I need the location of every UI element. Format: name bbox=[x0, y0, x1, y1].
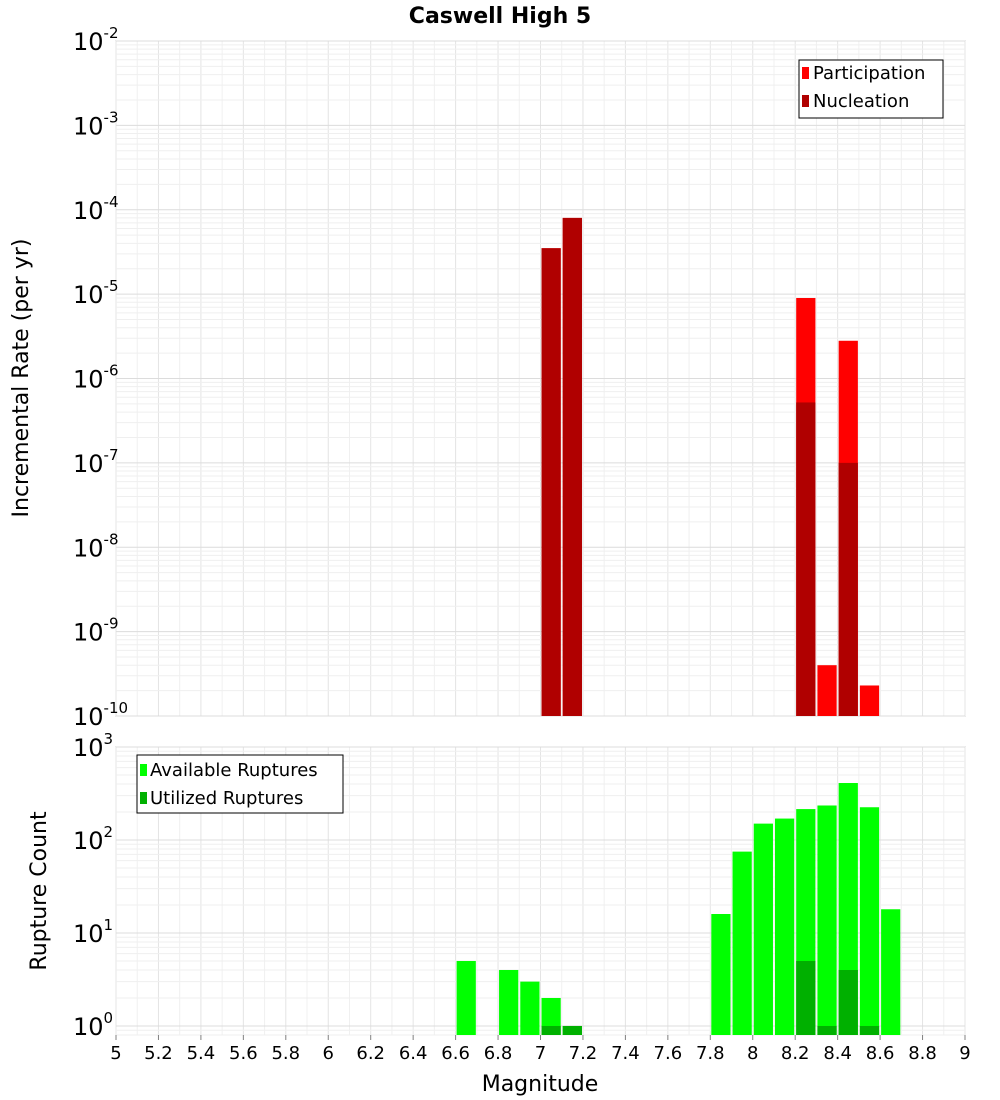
x-tick-label: 8.4 bbox=[823, 1043, 852, 1064]
x-tick-label: 9 bbox=[959, 1043, 970, 1064]
count-y-ticks: 100 101 102 103 bbox=[73, 730, 113, 1041]
rate-y-tick-label: 10-5 bbox=[73, 277, 119, 309]
x-ticks: 5 5.2 5.4 5.6 5.8 6 6.2 6.4 6.6 6.8 7 7.2 7.4 7.6 7.8 8… bbox=[110, 1035, 971, 1064]
rate-y-tick-label: 10-3 bbox=[73, 108, 119, 140]
rate-y-ticks: 10-10 10-9 10-8 10-7 10-6 10-5 10-4 10-3 10-2 bbox=[73, 24, 128, 731]
rate-legend: Participation Nucleation bbox=[798, 59, 944, 119]
rate-y-tick-label: 10-8 bbox=[73, 530, 119, 562]
rate-bar-participation bbox=[859, 685, 880, 716]
legend-swatch-available bbox=[140, 764, 147, 776]
count-bar-utilized-ruptures bbox=[838, 969, 858, 1035]
count-bar-utilized-ruptures bbox=[541, 1025, 561, 1035]
count-y-tick-label: 101 bbox=[73, 916, 113, 948]
rate-y-axis-label: Incremental Rate (per yr) bbox=[9, 239, 34, 518]
rate-bar-nucleation bbox=[838, 462, 858, 716]
count-y-tick-label: 103 bbox=[73, 730, 113, 762]
rate-grid bbox=[115, 40, 966, 717]
legend-swatch-participation bbox=[802, 67, 809, 79]
count-bar-available-ruptures bbox=[881, 909, 901, 1035]
count-y-axis-label: Rupture Count bbox=[27, 811, 52, 971]
legend-label-nucleation: Nucleation bbox=[813, 91, 909, 112]
x-tick-label: 7.6 bbox=[654, 1043, 683, 1064]
rate-bar-nucleation bbox=[562, 217, 582, 716]
legend-label-utilized: Utilized Ruptures bbox=[150, 788, 303, 809]
x-tick-label: 5.6 bbox=[229, 1043, 258, 1064]
count-bar-available-ruptures bbox=[456, 960, 476, 1035]
x-tick-label: 5.4 bbox=[187, 1043, 216, 1064]
count-bar-available-ruptures bbox=[753, 823, 773, 1035]
x-tick-label: 6.2 bbox=[356, 1043, 385, 1064]
legend-swatch-utilized bbox=[140, 792, 147, 804]
count-bar-utilized-ruptures bbox=[817, 1025, 837, 1035]
x-tick-label: 7 bbox=[535, 1043, 546, 1064]
x-tick-label: 5 bbox=[110, 1043, 121, 1064]
x-tick-label: 8.6 bbox=[866, 1043, 895, 1064]
count-bar-available-ruptures bbox=[711, 914, 731, 1035]
rate-bar-nucleation bbox=[541, 248, 561, 717]
legend-swatch-nucleation bbox=[802, 95, 809, 107]
rate-bar-nucleation bbox=[796, 402, 816, 716]
count-bar-available-ruptures bbox=[774, 818, 795, 1035]
rate-bars bbox=[541, 217, 880, 717]
x-tick-label: 7.4 bbox=[611, 1043, 640, 1064]
legend-label-available: Available Ruptures bbox=[150, 760, 318, 781]
count-bar-utilized-ruptures bbox=[796, 960, 816, 1035]
count-bar-utilized-ruptures bbox=[562, 1025, 582, 1035]
count-bars bbox=[456, 783, 901, 1035]
x-tick-label: 6 bbox=[323, 1043, 334, 1064]
rate-legend-box bbox=[798, 59, 944, 119]
count-bar-available-ruptures bbox=[732, 851, 752, 1035]
count-bar-available-ruptures bbox=[817, 805, 837, 1035]
x-tick-label: 5.2 bbox=[144, 1043, 173, 1064]
count-bar-available-ruptures bbox=[499, 969, 519, 1035]
x-tick-label: 6.4 bbox=[399, 1043, 428, 1064]
x-tick-label: 6.8 bbox=[484, 1043, 513, 1064]
legend-label-participation: Participation bbox=[813, 63, 925, 84]
rate-y-tick-label: 10-6 bbox=[73, 362, 119, 394]
rate-y-tick-label: 10-7 bbox=[73, 446, 119, 478]
rate-y-tick-label: 10-2 bbox=[73, 24, 119, 56]
count-legend: Available Ruptures Utilized Ruptures bbox=[136, 754, 344, 814]
count-y-tick-label: 100 bbox=[73, 1009, 113, 1041]
rate-bar-participation bbox=[817, 665, 837, 716]
count-bar-available-ruptures bbox=[859, 807, 880, 1035]
rate-y-tick-label: 10-9 bbox=[73, 615, 119, 647]
rate-y-tick-label: 10-10 bbox=[73, 699, 128, 731]
count-bar-utilized-ruptures bbox=[859, 1025, 880, 1035]
count-bar-available-ruptures bbox=[520, 981, 540, 1035]
x-tick-label: 6.6 bbox=[441, 1043, 470, 1064]
x-axis-label: Magnitude bbox=[482, 1072, 599, 1097]
chart-title: Caswell High 5 bbox=[409, 4, 591, 29]
x-tick-label: 7.2 bbox=[569, 1043, 598, 1064]
count-y-tick-label: 102 bbox=[73, 823, 113, 855]
x-tick-label: 8 bbox=[747, 1043, 758, 1064]
count-legend-box bbox=[136, 754, 344, 814]
x-tick-label: 8.2 bbox=[781, 1043, 810, 1064]
rate-panel: 10-10 10-9 10-8 10-7 10-6 10-5 10-4 10-3 10-2 In… bbox=[9, 24, 966, 731]
x-tick-label: 7.8 bbox=[696, 1043, 725, 1064]
count-bar-available-ruptures bbox=[541, 997, 561, 1035]
x-tick-label: 5.8 bbox=[271, 1043, 300, 1064]
rate-y-tick-label: 10-4 bbox=[73, 193, 119, 225]
count-panel: 100 101 102 103 5 5.2 5.4 5.6 5.8 6 6.2 6.4 6.6 6.8 7… bbox=[27, 730, 971, 1097]
x-tick-label: 8.8 bbox=[908, 1043, 937, 1064]
